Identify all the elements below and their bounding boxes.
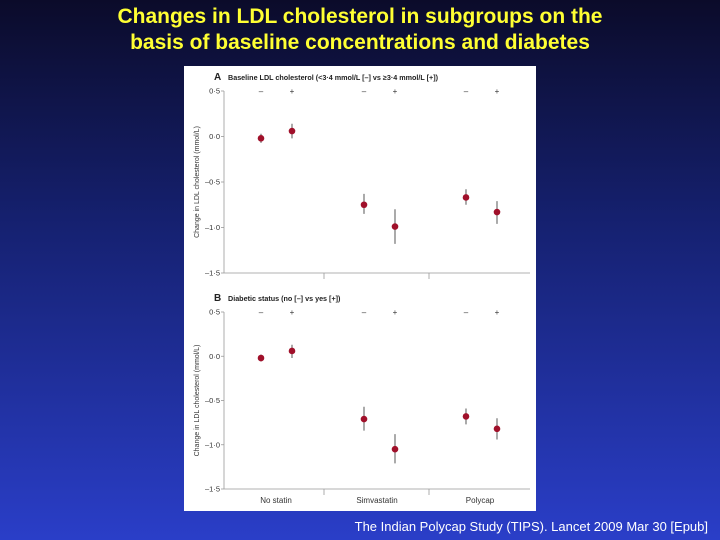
y-tick-label: –1·5 <box>205 485 220 494</box>
subgroup-label: – <box>362 308 367 317</box>
data-point <box>257 354 265 362</box>
subgroup-label: – <box>259 87 264 96</box>
panel-letter: B <box>214 293 221 304</box>
subgroup-label: + <box>290 308 295 317</box>
subgroup-label: + <box>393 87 398 96</box>
panel-letter: A <box>214 72 221 83</box>
y-tick-label: –1·5 <box>205 269 220 278</box>
y-tick-label: –1·0 <box>205 440 220 449</box>
panel-title: Baseline LDL cholesterol (<3·4 mmol/L [–… <box>228 73 439 82</box>
data-point <box>288 127 296 135</box>
y-tick-label: 0·0 <box>209 352 220 361</box>
chart-panel-b: B Diabetic status (no [–] vs yes [+]) 0·5 0… <box>194 293 530 505</box>
panel-title: Diabetic status (no [–] vs yes [+]) <box>228 294 341 303</box>
x-group-label: Simvastatin <box>356 496 397 505</box>
chart-svg: A Baseline LDL cholesterol (<3·4 mmol/L [… <box>194 72 530 505</box>
data-point <box>462 194 470 201</box>
chart-panel-a: A Baseline LDL cholesterol (<3·4 mmol/L [… <box>194 72 530 279</box>
data-point <box>462 413 470 420</box>
y-tick-label: 0·5 <box>209 308 220 317</box>
data-point <box>360 415 368 423</box>
data-point <box>391 223 399 230</box>
data-point <box>360 201 368 209</box>
data-point <box>391 445 399 453</box>
y-tick-label: –0·5 <box>205 396 220 405</box>
y-tick-label: –1·0 <box>205 223 220 232</box>
y-axis-label: Change in LDL cholesterol (mmol/L) <box>194 345 201 457</box>
y-axis-label: Change in LDL cholesterol (mmol/L) <box>194 126 201 238</box>
x-group-label: Polycap <box>466 496 495 505</box>
subgroup-label: – <box>464 87 469 96</box>
slide-title-line-2: basis of baseline concentrations and dia… <box>130 31 590 54</box>
y-tick-label: 0·0 <box>209 132 220 141</box>
subgroup-label: + <box>495 308 500 317</box>
subgroup-label: + <box>495 87 500 96</box>
subgroup-label: + <box>393 308 398 317</box>
y-tick-label: 0·5 <box>209 87 220 96</box>
chart-figure: A Baseline LDL cholesterol (<3·4 mmol/L [… <box>184 66 536 511</box>
subgroup-label: – <box>464 308 469 317</box>
data-point <box>257 135 265 142</box>
y-tick-label: –0·5 <box>205 178 220 187</box>
subgroup-label: – <box>362 87 367 96</box>
data-point <box>288 347 296 355</box>
data-point <box>493 208 501 216</box>
data-point <box>493 425 501 433</box>
citation: The Indian Polycap Study (TIPS). Lancet … <box>354 519 708 534</box>
subgroup-label: – <box>259 308 264 317</box>
slide-title-line-1: Changes in LDL cholesterol in subgroups … <box>117 5 603 28</box>
subgroup-label: + <box>290 87 295 96</box>
x-group-label: No statin <box>260 496 292 505</box>
slide-title: Changes in LDL cholesterol in subgroups … <box>0 4 720 56</box>
